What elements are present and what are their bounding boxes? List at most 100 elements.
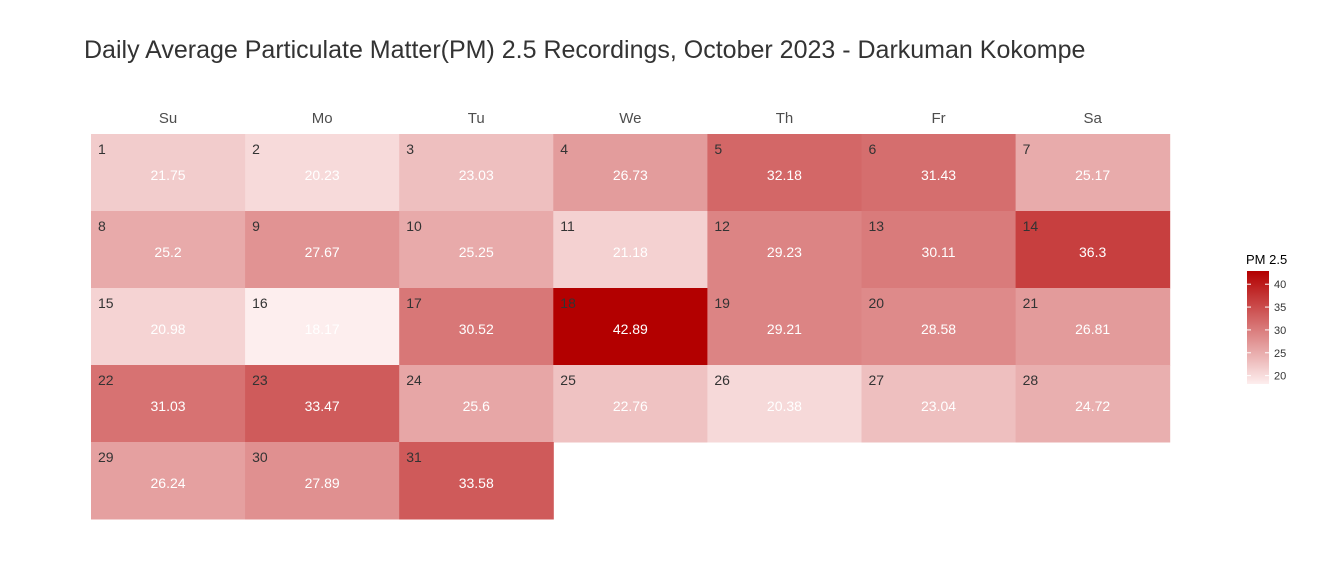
weekday-label-mo: Mo [312, 110, 333, 127]
cell-value: 22.76 [613, 398, 648, 414]
cell-value: 31.43 [921, 167, 956, 183]
day-number: 30 [252, 449, 268, 465]
calendar-cell-5: 532.18 [707, 134, 862, 212]
cell-fill [245, 365, 400, 443]
calendar-cell-26: 26 20.38 [707, 365, 862, 443]
calendar-grid: 121.75220.23323.03426.73532.18631.43725.… [91, 134, 1171, 520]
cell-fill [91, 288, 246, 366]
weekday-header: Su Mo Tu We Th Fr Sa [159, 110, 1103, 127]
day-number: 20 [869, 295, 885, 311]
weekday-label-we: We [619, 110, 641, 127]
cell-value: 23.04 [921, 398, 956, 414]
day-number: 5 [714, 141, 722, 157]
legend-colorbar [1247, 271, 1269, 384]
cell-value: 20.98 [151, 321, 186, 337]
cell-value: 20.38 [767, 398, 802, 414]
calendar-cell-29: 29 26.24 [91, 442, 246, 520]
legend-tick-label: 25 [1274, 348, 1286, 360]
cell-value: 26.81 [1075, 321, 1110, 337]
weekday-label-su: Su [159, 110, 177, 127]
cell-fill [91, 442, 246, 520]
cell-fill [707, 288, 862, 366]
day-number: 26 [714, 372, 730, 388]
calendar-cell-31: 31 33.58 [399, 442, 554, 520]
chart-title: Daily Average Particulate Matter(PM) 2.5… [84, 36, 1085, 64]
cell-fill [707, 134, 862, 212]
cell-fill [245, 134, 400, 212]
legend-title: PM 2.5 [1246, 252, 1287, 267]
day-number: 16 [252, 295, 268, 311]
cell-value: 33.47 [305, 398, 340, 414]
cell-fill [399, 134, 554, 212]
cell-fill [245, 288, 400, 366]
day-number: 7 [1023, 141, 1031, 157]
legend-tick-label: 20 [1274, 371, 1286, 383]
calendar-cell-19: 19 29.21 [707, 288, 862, 366]
calendar-cell-3: 323.03 [399, 134, 554, 212]
cell-fill [861, 134, 1017, 212]
calendar-cell-12: 12 29.23 [707, 211, 862, 289]
day-number: 17 [406, 295, 422, 311]
day-number: 19 [714, 295, 730, 311]
calendar-cell-2: 220.23 [245, 134, 400, 212]
day-number: 13 [869, 218, 885, 234]
day-number: 6 [869, 141, 877, 157]
day-number: 10 [406, 218, 422, 234]
cell-value: 31.03 [151, 398, 186, 414]
calendar-cell-25: 25 22.76 [553, 365, 708, 443]
cell-fill [399, 288, 554, 366]
cell-value: 25.6 [463, 398, 490, 414]
calendar-cell-14: 14 36.3 [1015, 211, 1171, 289]
day-number: 8 [98, 218, 106, 234]
weekday-label-sa: Sa [1083, 110, 1102, 127]
cell-fill [707, 211, 862, 289]
calendar-cell-4: 426.73 [553, 134, 708, 212]
cell-value: 25.17 [1075, 167, 1110, 183]
cell-value: 28.58 [921, 321, 956, 337]
calendar-cell-18: 18 42.89 [553, 288, 708, 366]
day-number: 11 [560, 218, 575, 234]
cell-fill [399, 442, 554, 520]
calendar-cell-30: 30 27.89 [245, 442, 400, 520]
day-number: 24 [406, 372, 422, 388]
cell-value: 42.89 [613, 321, 648, 337]
cell-fill [553, 211, 708, 289]
calendar-cell-20: 20 28.58 [861, 288, 1017, 366]
calendar-cell-24: 24 25.6 [399, 365, 554, 443]
day-number: 3 [406, 141, 414, 157]
day-number: 31 [406, 449, 422, 465]
cell-fill [707, 365, 862, 443]
cell-value: 20.23 [305, 167, 340, 183]
day-number: 21 [1023, 295, 1039, 311]
cell-fill [553, 288, 708, 366]
cell-fill [91, 365, 246, 443]
day-number: 22 [98, 372, 114, 388]
cell-value: 25.2 [154, 244, 181, 260]
cell-value: 26.24 [151, 475, 186, 491]
cell-value: 36.3 [1079, 244, 1106, 260]
calendar-cell-27: 27 23.04 [861, 365, 1017, 443]
calendar-cell-1: 121.75 [91, 134, 246, 212]
cell-fill [553, 365, 708, 443]
cell-value: 27.67 [305, 244, 340, 260]
day-number: 2 [252, 141, 260, 157]
cell-fill [91, 134, 246, 212]
cell-fill [245, 211, 400, 289]
calendar-cell-28: 28 24.72 [1015, 365, 1171, 443]
cell-value: 33.58 [459, 475, 494, 491]
calendar-cell-13: 13 30.11 [861, 211, 1017, 289]
cell-fill [1015, 288, 1171, 366]
cell-value: 25.25 [459, 244, 494, 260]
legend-tick-label: 35 [1274, 302, 1286, 314]
calendar-cell-17: 17 30.52 [399, 288, 554, 366]
cell-value: 29.23 [767, 244, 802, 260]
day-number: 18 [560, 295, 576, 311]
weekday-label-fr: Fr [931, 110, 945, 127]
cell-fill [861, 211, 1017, 289]
calendar-cell-22: 22 31.03 [91, 365, 246, 443]
weekday-label-tu: Tu [468, 110, 485, 127]
legend-tick-label: 40 [1274, 279, 1286, 291]
cell-fill [399, 211, 554, 289]
day-number: 28 [1023, 372, 1039, 388]
cell-value: 32.18 [767, 167, 802, 183]
